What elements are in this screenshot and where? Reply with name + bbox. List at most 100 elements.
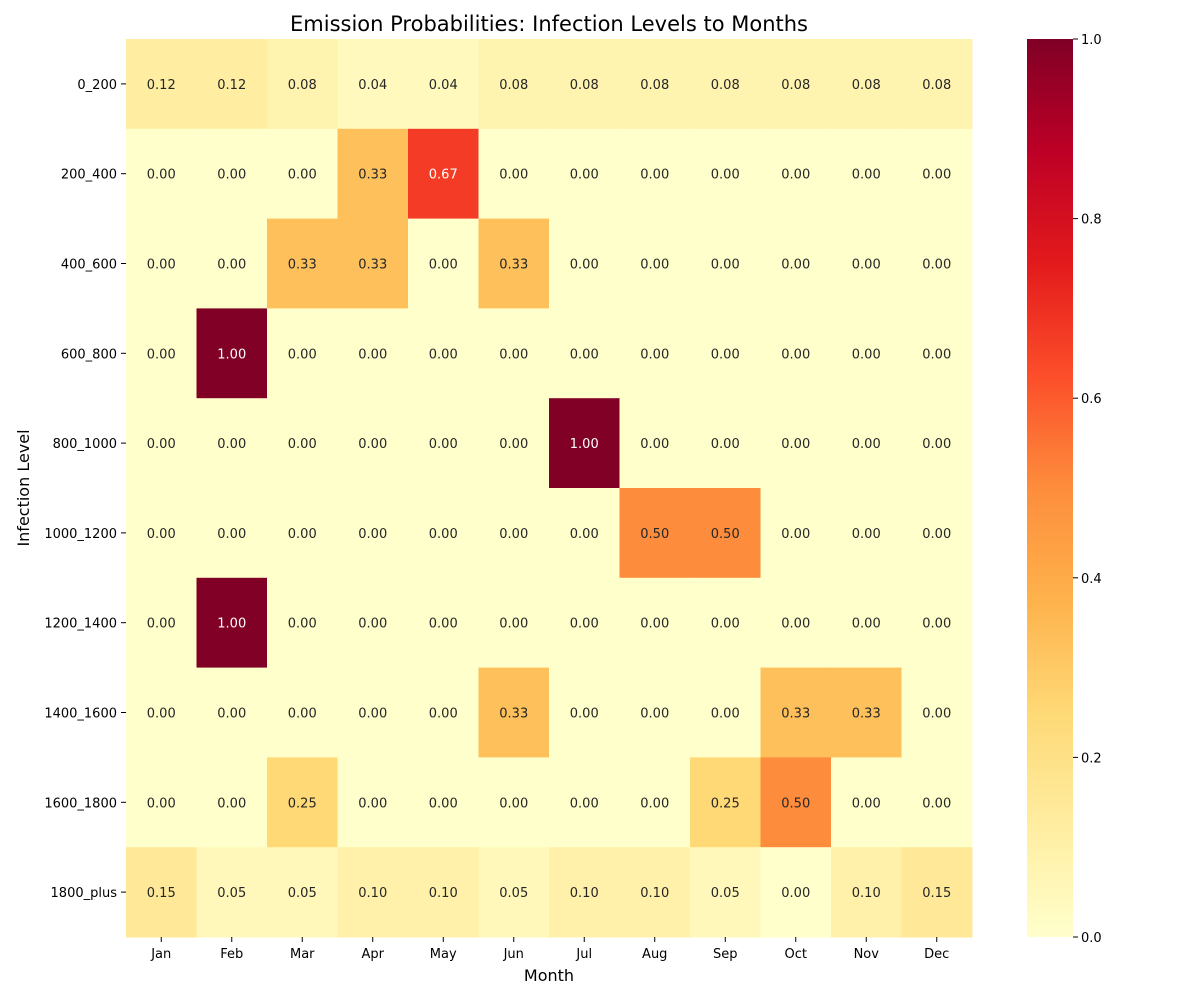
cell-value-label: 0.00 [781,258,810,273]
heatmap-cell [126,667,197,758]
heatmap-cell [478,757,550,848]
cell-value-label: 0.00 [147,347,176,362]
heatmap-cell [408,577,479,669]
cell-value-label: 0.00 [288,347,317,362]
heatmap-cell [760,39,832,130]
heatmap-cell [126,847,197,938]
heatmap-cell [267,577,338,669]
cell-value-label: 0.00 [147,527,176,542]
cell-value-label: 0.00 [217,796,246,811]
cell-value-label: 0.00 [570,258,599,273]
heatmap-cell [760,398,832,489]
cell-value-label: 0.00 [358,437,387,452]
heatmap-cell [901,218,973,309]
cell-value-label: 0.00 [711,168,740,183]
heatmap-cell [408,398,479,489]
cell-value-label: 0.00 [358,617,387,632]
cell-value-label: 0.00 [499,796,528,811]
cell-value-label: 0.00 [429,796,458,811]
heatmap-cell [196,308,268,399]
heatmap-cell [831,847,902,938]
cell-value-label: 0.33 [358,168,387,183]
cell-value-label: 0.08 [640,78,669,93]
heatmap-cell [196,577,268,669]
cell-value-label: 0.00 [640,168,669,183]
y-axis-label: Infection Level [14,429,33,546]
cell-value-label: 0.00 [570,707,599,722]
cell-value-label: 0.04 [358,78,387,93]
heatmap-cell [408,667,479,758]
cell-value-label: 0.00 [147,258,176,273]
heatmap-cell [267,398,338,489]
cell-value-label: 0.33 [288,258,317,273]
cell-value-label: 0.00 [147,617,176,632]
cell-value-label: 0.10 [570,886,599,901]
x-tick-label: May [430,947,457,962]
heatmap-cells [126,39,973,938]
cell-value-label: 0.00 [852,347,881,362]
cell-value-label: 0.15 [147,886,176,901]
cell-value-label: 0.00 [922,707,951,722]
x-tick-label: Aug [642,947,667,962]
cell-value-label: 0.08 [288,78,317,93]
heatmap-cell [760,308,832,399]
cell-value-label: 0.08 [852,78,881,93]
cell-value-label: 0.00 [288,617,317,632]
x-tick-label: Sep [713,947,738,962]
heatmap-cell [337,577,409,669]
heatmap-cell [408,488,479,579]
colorbar-ticks: 0.0 0.2 0.4 0.6 0.8 1.0 [1073,33,1102,946]
heatmap-cell [478,218,550,309]
heatmap-cell [831,577,902,669]
heatmap-cell [549,308,620,399]
heatmap-cell [831,488,902,579]
heatmap-cell [831,398,902,489]
cell-value-label: 0.00 [147,437,176,452]
heatmap-cell [196,39,268,130]
cell-value-label: 0.00 [711,707,740,722]
heatmap-cell [831,308,902,399]
heatmap-cell [196,847,268,938]
cell-value-label: 0.00 [640,347,669,362]
cell-value-label: 0.08 [570,78,599,93]
cell-value-label: 0.00 [217,707,246,722]
heatmap-cell [408,218,479,309]
cell-value-label: 0.00 [358,707,387,722]
cell-value-label: 0.00 [217,168,246,183]
heatmap-cell [267,218,338,309]
cell-value-label: 0.00 [640,437,669,452]
heatmap-cell [478,847,550,938]
cell-value-label: 0.25 [711,796,740,811]
cell-value-label: 0.50 [711,527,740,542]
cell-value-label: 0.10 [640,886,669,901]
cell-value-label: 0.00 [781,347,810,362]
y-tick-label: 1600_1800 [44,796,117,811]
cell-value-label: 0.00 [640,617,669,632]
cell-value-label: 0.50 [640,527,669,542]
cell-value-label: 0.00 [288,527,317,542]
cell-value-label: 0.00 [147,796,176,811]
heatmap-cell [267,128,338,220]
y-tick-label: 600_800 [61,347,117,362]
heatmap-cell [619,218,691,309]
heatmap-cell [408,757,479,848]
heatmap-cell [408,39,479,130]
heatmap-cell [690,847,761,938]
heatmap-cell [549,757,620,848]
cell-value-label: 0.00 [922,617,951,632]
heatmap-cell [901,488,973,579]
cell-value-label: 0.08 [922,78,951,93]
y-axis-ticks: 0_200 200_400 400_600 600_800 800_1000 1000_1… [44,78,126,901]
x-axis-ticks: Jan Feb Mar Apr May Jun Jul Aug Sep Oct Nov Dec [150,937,949,962]
y-tick-label: 1800_plus [51,886,118,901]
cell-value-label: 0.00 [499,617,528,632]
cell-value-label: 0.33 [781,707,810,722]
colorbar-tick-label: 0.0 [1081,931,1102,946]
heatmap-cell [901,398,973,489]
heatmap-cell [478,398,550,489]
heatmap-cell [126,398,197,489]
heatmap-cell-labels: 0.12 0.12 0.08 0.04 0.04 0.08 0.08 0.08 0.08 0.08… [147,78,951,901]
cell-value-label: 0.00 [711,347,740,362]
cell-value-label: 0.10 [358,886,387,901]
cell-value-label: 0.00 [147,168,176,183]
